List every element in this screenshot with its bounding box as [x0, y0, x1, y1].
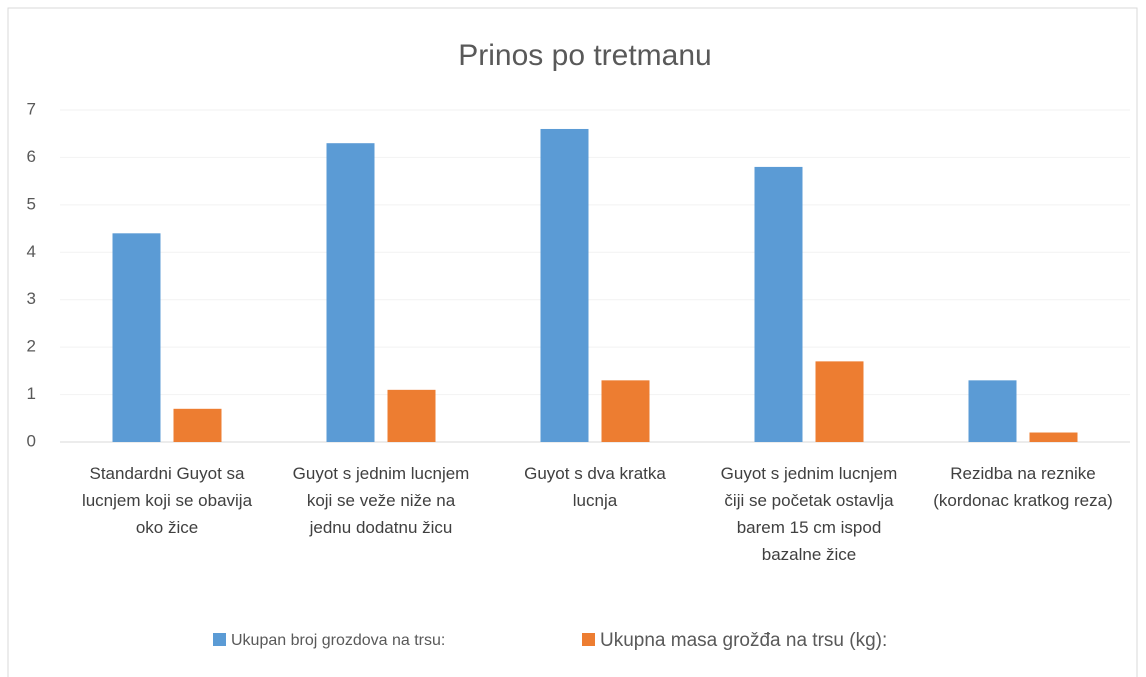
bar: [540, 128, 589, 442]
y-tick-label: 1: [27, 384, 36, 403]
bar: [112, 233, 161, 442]
bar: [815, 361, 864, 442]
y-tick-label: 2: [27, 337, 36, 356]
legend-label: Ukupna masa grožđa na trsu (kg):: [600, 630, 887, 651]
x-tick-label: Standardni Guyot sa lucnjem koji se obav…: [81, 464, 253, 537]
legend-swatch: [213, 633, 226, 646]
y-tick-label: 0: [27, 431, 36, 450]
bar: [1029, 432, 1078, 442]
chart-title: Prinos po tretmanu: [458, 39, 711, 72]
bar: [387, 389, 436, 442]
y-tick-label: 4: [27, 242, 36, 261]
bar: [326, 143, 375, 442]
bar: [968, 380, 1017, 442]
bar: [601, 380, 650, 442]
bar: [173, 408, 222, 442]
y-tick-label: 7: [27, 99, 36, 118]
y-tick-label: 3: [27, 289, 36, 308]
chart-border: [7, 7, 1138, 677]
bar: [754, 166, 803, 442]
y-tick-label: 5: [27, 194, 36, 213]
legend-label: Ukupan broj grozdova na trsu:: [231, 632, 445, 649]
x-tick-label: Guyot s jednim lucnjem koji se veže niže…: [292, 464, 470, 537]
x-tick-label: Guyot s dva kratka lucnja: [524, 464, 666, 510]
legend-swatch: [582, 633, 595, 646]
x-tick-label: Guyot s jednim lucnjem čiji se početak o…: [720, 464, 898, 564]
y-tick-label: 6: [27, 147, 36, 166]
x-tick-label: Rezidba na reznike (kordonac kratkog rez…: [933, 464, 1113, 510]
